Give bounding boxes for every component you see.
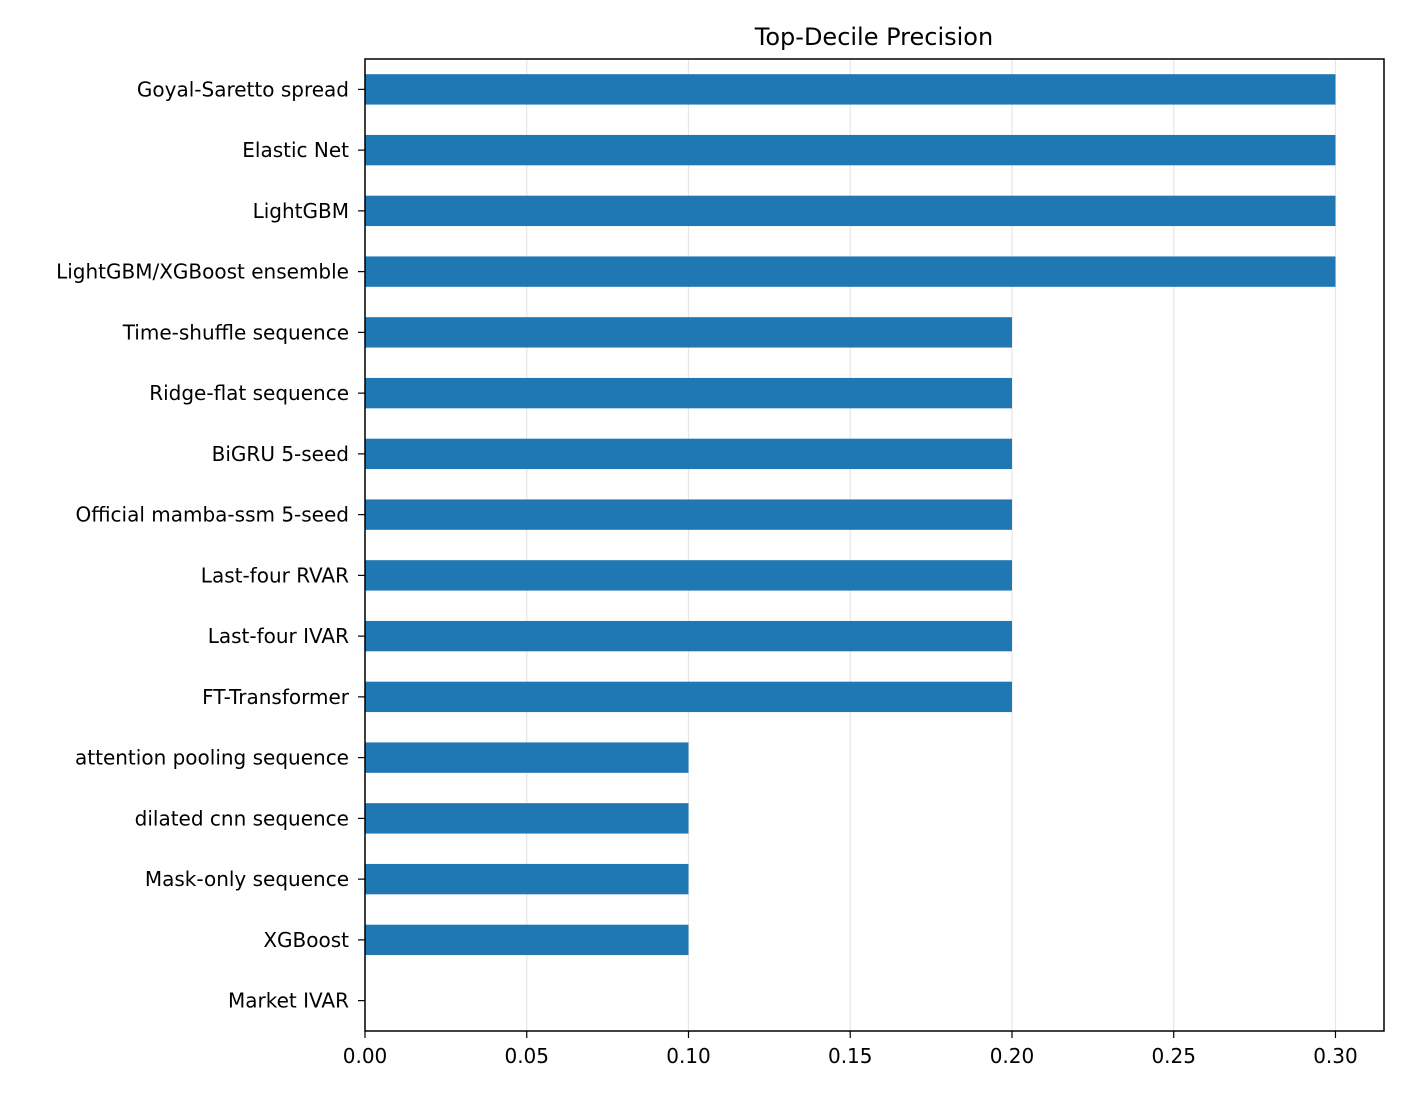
bar bbox=[365, 134, 1336, 166]
x-tick-label: 0.00 bbox=[343, 1044, 388, 1068]
bar bbox=[365, 256, 1336, 287]
y-tick-label: FT-Transformer bbox=[202, 685, 350, 709]
bar bbox=[365, 377, 1012, 409]
bar bbox=[365, 681, 1012, 713]
bar bbox=[365, 742, 689, 773]
bar bbox=[365, 499, 1012, 530]
y-tick-label: Official mamba-ssm 5-seed bbox=[75, 503, 349, 527]
y-tick-label: Last-four RVAR bbox=[201, 563, 349, 587]
bar bbox=[365, 863, 689, 895]
y-tick-label: Goyal-Saretto spread bbox=[137, 77, 349, 101]
bar bbox=[365, 620, 1012, 652]
x-tick-label: 0.20 bbox=[990, 1044, 1035, 1068]
x-tick-label: 0.05 bbox=[504, 1044, 549, 1068]
y-tick-label: BiGRU 5-seed bbox=[212, 442, 349, 466]
y-tick-label: Last-four IVAR bbox=[208, 624, 349, 648]
bar bbox=[365, 560, 1012, 591]
x-tick-label: 0.15 bbox=[828, 1044, 873, 1068]
bar bbox=[365, 438, 1012, 470]
bar bbox=[365, 195, 1336, 227]
y-tick-label: Market IVAR bbox=[228, 989, 349, 1013]
y-tick-label: Ridge-flat sequence bbox=[149, 381, 349, 405]
y-tick-label: XGBoost bbox=[263, 928, 349, 952]
y-axis: Goyal-Saretto spread Elastic Net LightGBM L… bbox=[56, 77, 365, 1013]
x-axis: 0.00 0.05 0.10 0.15 0.20 0.25 0.30 bbox=[343, 1031, 1358, 1068]
y-tick-label: LightGBM/XGBoost ensemble bbox=[56, 260, 349, 284]
bar bbox=[365, 924, 689, 956]
bar bbox=[365, 74, 1336, 105]
plot-frame bbox=[364, 58, 1385, 1032]
chart-title: Top-Decile Precision bbox=[754, 23, 993, 51]
x-tick-label: 0.10 bbox=[666, 1044, 711, 1068]
x-tick-label: 0.30 bbox=[1313, 1044, 1358, 1068]
y-tick-label: LightGBM bbox=[253, 199, 349, 223]
x-tick-label: 0.25 bbox=[1151, 1044, 1196, 1068]
y-tick-label: dilated cnn sequence bbox=[135, 806, 349, 830]
y-tick-label: Time-shuffle sequence bbox=[122, 320, 349, 344]
y-tick-label: Elastic Net bbox=[242, 138, 349, 162]
bars bbox=[365, 74, 1336, 956]
y-tick-label: attention pooling sequence bbox=[75, 746, 349, 770]
bar bbox=[365, 803, 689, 834]
bar bbox=[365, 317, 1012, 348]
y-tick-label: Mask-only sequence bbox=[145, 867, 349, 891]
